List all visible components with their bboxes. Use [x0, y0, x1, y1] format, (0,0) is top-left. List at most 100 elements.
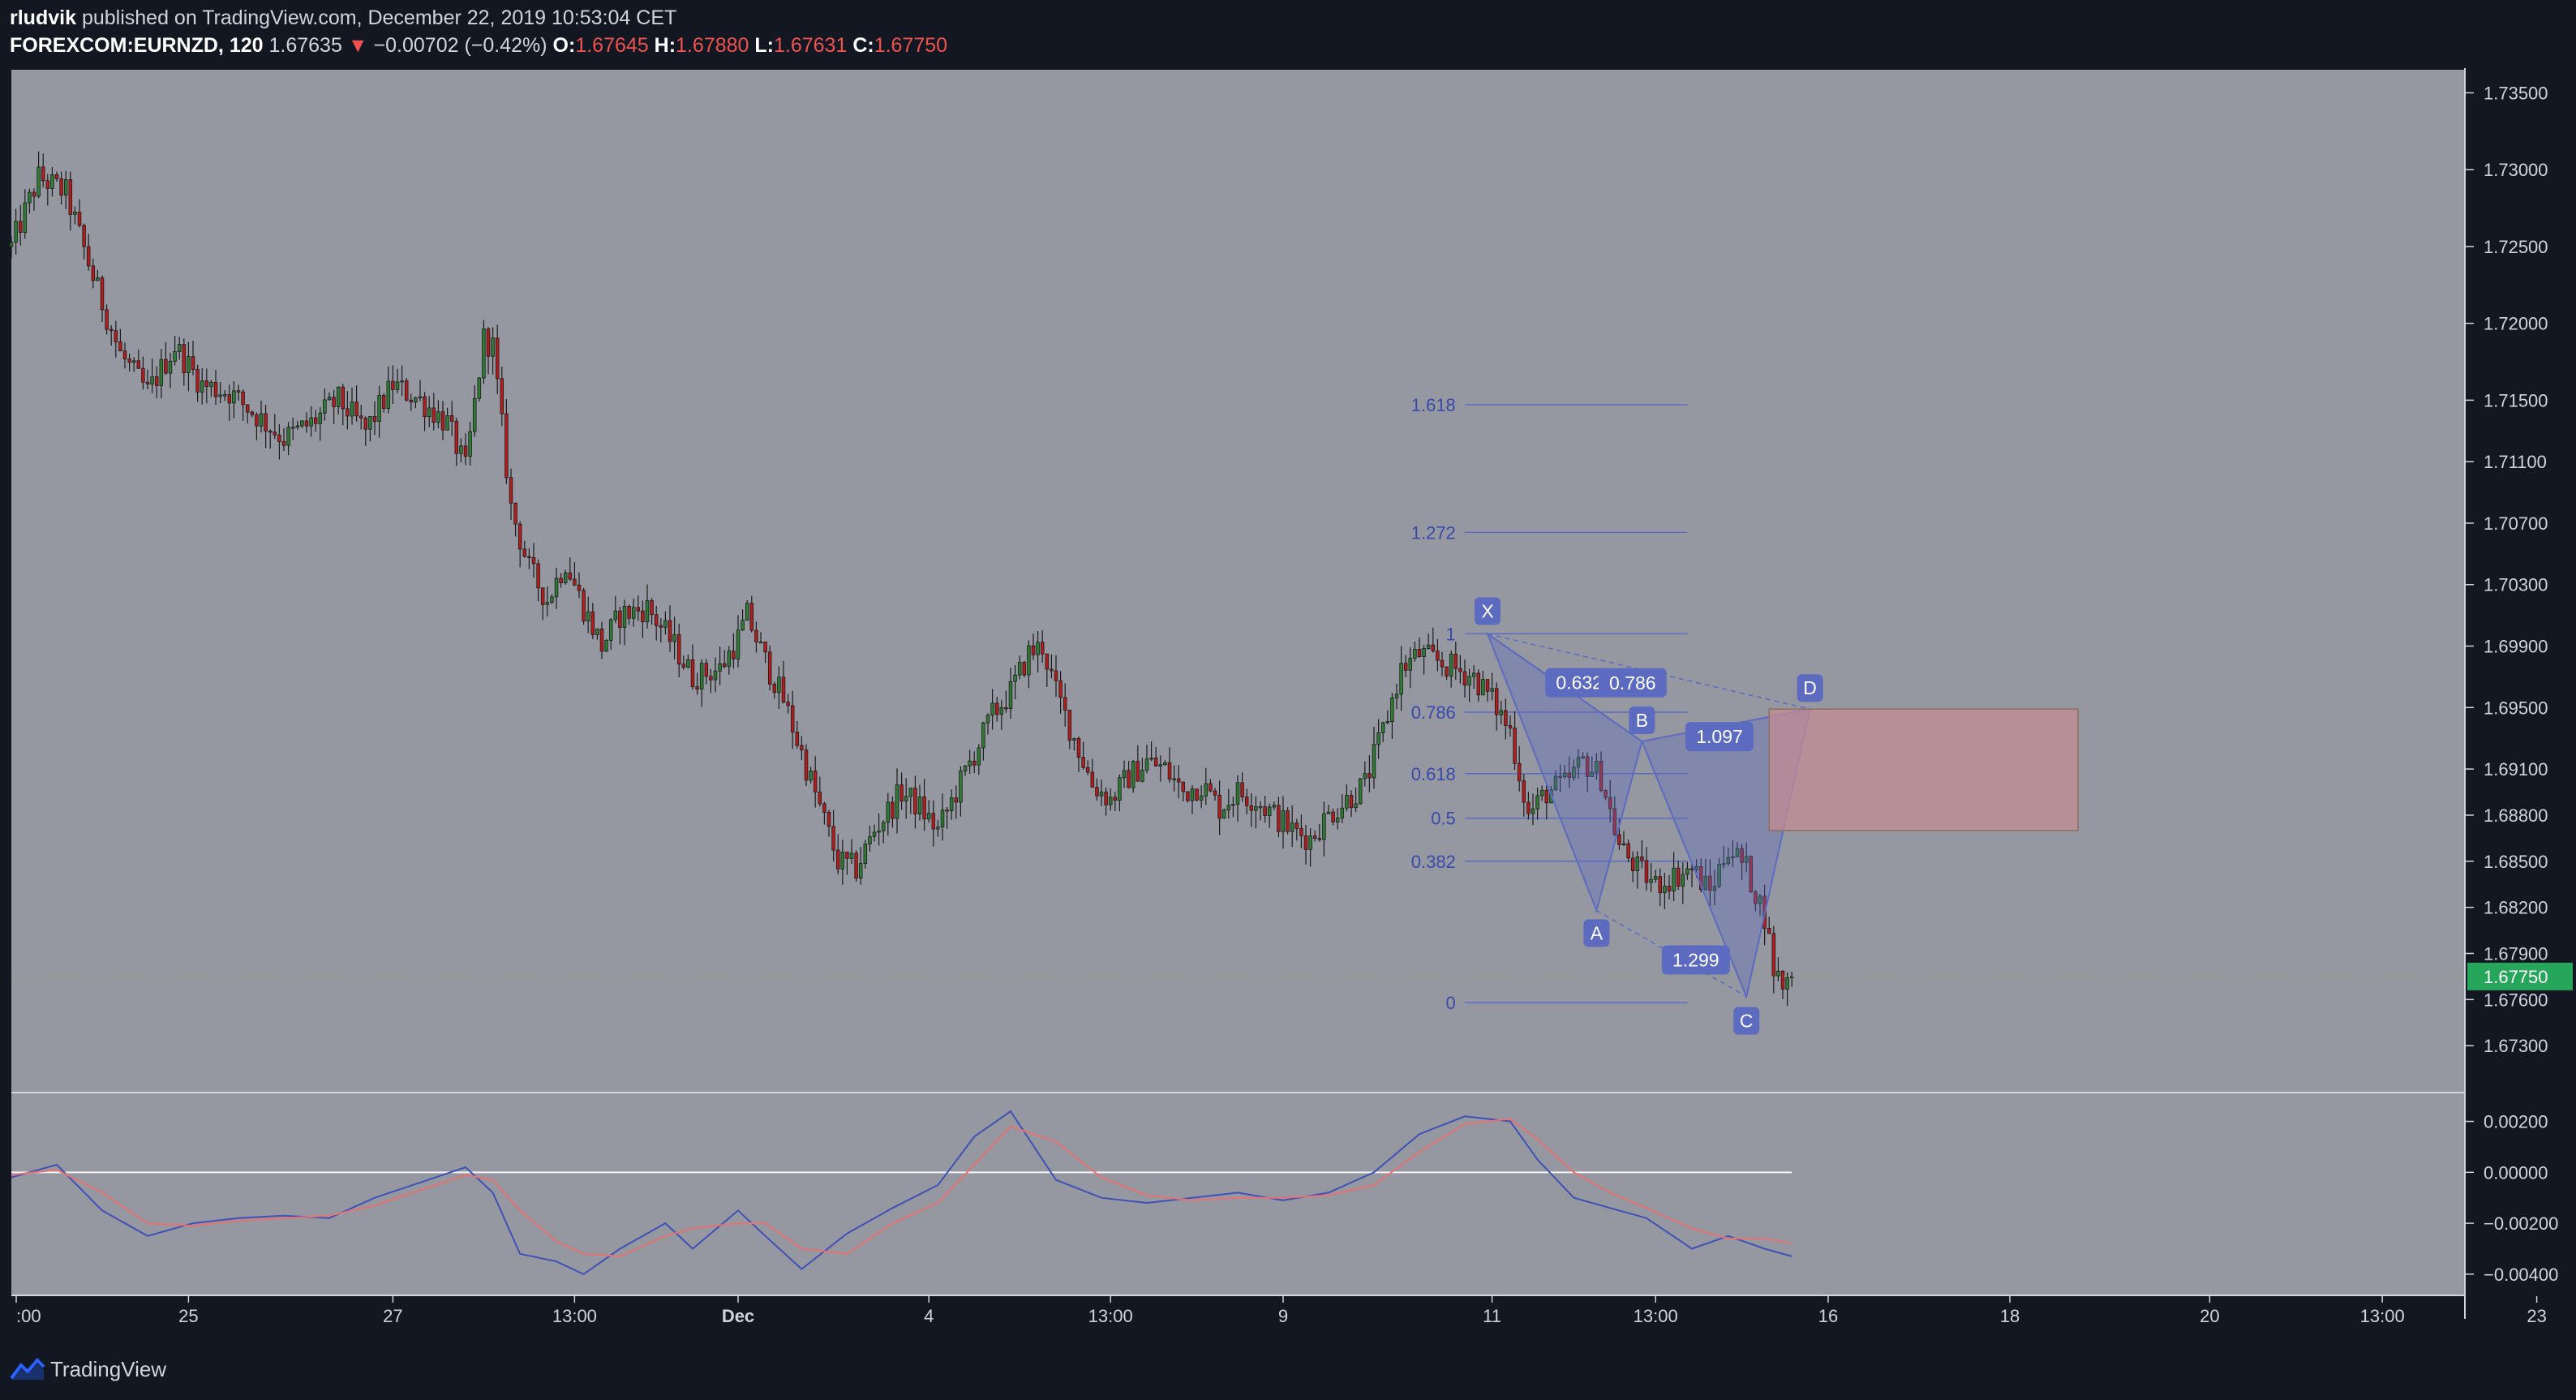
- time-tick-label: 18: [2000, 1306, 2020, 1326]
- time-tick-label: 4: [924, 1306, 934, 1326]
- candle-body: [50, 174, 54, 189]
- pattern-point-label: C: [1740, 1011, 1754, 1032]
- candle-body: [1290, 822, 1294, 832]
- candle-body: [1431, 644, 1436, 651]
- candle: [1608, 779, 1612, 822]
- candle: [1140, 758, 1144, 783]
- candle-body: [1031, 645, 1036, 655]
- candle: [1031, 633, 1036, 660]
- candle-body: [554, 578, 559, 598]
- candle: [1481, 670, 1485, 696]
- candle: [840, 840, 845, 885]
- candle: [1658, 868, 1663, 907]
- candle-body: [354, 402, 358, 417]
- candle: [1290, 805, 1294, 848]
- candle: [154, 366, 159, 398]
- candle-body: [9, 242, 14, 247]
- candle-body: [277, 434, 281, 442]
- candle-body: [1385, 721, 1390, 724]
- pattern-point-badge: [1583, 919, 1610, 947]
- candle-body: [627, 605, 631, 619]
- candle: [672, 616, 676, 659]
- candle: [195, 364, 200, 402]
- candle-body: [1372, 744, 1376, 779]
- candle-body: [1095, 787, 1099, 797]
- candle-body: [1394, 694, 1399, 698]
- candle-body: [559, 578, 563, 583]
- price-tick-label: 1.72000: [2484, 314, 2548, 334]
- candle-body: [500, 378, 504, 414]
- candle: [1244, 788, 1249, 815]
- candle: [204, 368, 209, 404]
- candle: [1149, 741, 1153, 762]
- candle: [404, 377, 409, 402]
- candle-body: [268, 430, 273, 433]
- candle: [1354, 787, 1358, 812]
- candle-body: [1612, 808, 1617, 835]
- candle: [1376, 719, 1380, 759]
- candle-body: [1167, 762, 1172, 779]
- time-axis[interactable]: :00 25 27 13:00 Dec 4 13:00 9 11 13:00 16 18 20 13:00…: [15, 1296, 2576, 1326]
- candle-body: [968, 760, 972, 767]
- candle-body: [1335, 818, 1340, 822]
- candle-body: [513, 502, 517, 525]
- candle: [209, 380, 213, 397]
- candle-body: [1558, 775, 1562, 778]
- candle-body: [1703, 875, 1708, 890]
- candle: [500, 367, 504, 427]
- price-axis[interactable]: 1.73500 1.73000 1.72500 1.72000 1.71500 1.711…: [2466, 68, 2576, 1319]
- candle-body: [122, 350, 127, 359]
- candle: [377, 385, 381, 438]
- candle: [809, 767, 813, 784]
- candle-body: [459, 445, 463, 454]
- candle: [495, 324, 500, 394]
- candle-body: [318, 412, 323, 424]
- candle-body: [1490, 688, 1494, 692]
- candle-body: [631, 607, 636, 619]
- candle-body: [1249, 805, 1254, 811]
- candle-body: [18, 221, 23, 234]
- candle-body: [1186, 791, 1190, 801]
- candle-body: [1209, 783, 1213, 792]
- candle-body: [1085, 767, 1090, 773]
- candle-body: [114, 330, 118, 342]
- candle: [772, 681, 777, 699]
- candle: [427, 396, 431, 427]
- candle: [486, 327, 491, 375]
- candle-body: [23, 202, 28, 234]
- candle: [414, 396, 418, 409]
- candle-body: [622, 605, 627, 628]
- candle-body: [831, 826, 835, 851]
- candle: [1535, 787, 1539, 820]
- candle: [41, 153, 45, 188]
- price-tick-label: 1.69100: [2484, 759, 2548, 779]
- chart-area[interactable]: 1.618 1.272 1 0.786 0.618 0.5 0.382 0 X A B C D 0.63…: [0, 68, 2576, 1343]
- candle: [1735, 842, 1740, 857]
- symbol-name[interactable]: FOREXCOM:EURNZD, 120: [10, 34, 264, 57]
- candle: [232, 381, 236, 419]
- candle-body: [173, 351, 177, 362]
- candle-body: [981, 722, 985, 749]
- candle-body: [82, 225, 86, 247]
- candle: [767, 645, 772, 691]
- tradingview-logo[interactable]: TradingView: [10, 1353, 166, 1385]
- harmonic-pattern[interactable]: X A B C D 0.632 0.786 1.097 1.299: [1475, 597, 2079, 1035]
- candle-body: [767, 651, 772, 685]
- candle: [800, 736, 804, 761]
- candle-body: [1312, 835, 1317, 839]
- candle: [926, 800, 931, 823]
- candle: [690, 644, 695, 690]
- candle: [1544, 783, 1549, 820]
- price-tick-label: 1.68500: [2484, 852, 2548, 872]
- candle: [395, 368, 400, 393]
- candle-body: [727, 651, 732, 668]
- candle: [582, 587, 586, 625]
- time-tick-label: 11: [1483, 1306, 1501, 1326]
- author-name[interactable]: rludvik: [10, 6, 76, 29]
- candle-body: [1653, 876, 1658, 880]
- candle: [1104, 787, 1108, 816]
- candle: [786, 694, 790, 714]
- candle-body: [1345, 795, 1349, 809]
- candle: [131, 357, 136, 372]
- candle-body: [431, 407, 436, 423]
